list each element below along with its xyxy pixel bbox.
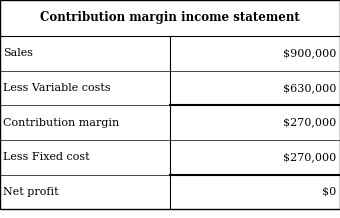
Text: Sales: Sales [3, 48, 33, 58]
Text: Net profit: Net profit [3, 187, 59, 197]
Text: $270,000: $270,000 [283, 118, 337, 128]
Text: Less Fixed cost: Less Fixed cost [3, 152, 90, 162]
Text: $900,000: $900,000 [283, 48, 337, 58]
Text: Contribution margin: Contribution margin [3, 118, 120, 128]
Text: $270,000: $270,000 [283, 152, 337, 162]
Text: Less Variable costs: Less Variable costs [3, 83, 111, 93]
Text: Contribution margin income statement: Contribution margin income statement [40, 12, 300, 24]
Text: $0: $0 [322, 187, 337, 197]
Text: $630,000: $630,000 [283, 83, 337, 93]
